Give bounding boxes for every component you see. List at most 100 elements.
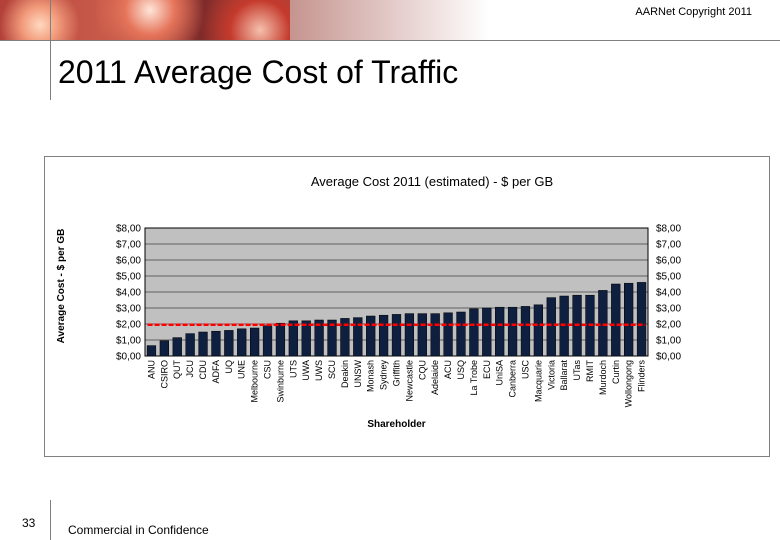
x-tick-label: Melbourne	[250, 360, 260, 403]
x-tick-label: ECU	[482, 360, 492, 379]
x-tick-label: USQ	[456, 360, 466, 380]
x-tick-label: ANU	[146, 360, 156, 379]
x-tick-label: Macquarie	[533, 360, 543, 402]
x-tick-label: UNE	[237, 360, 247, 379]
x-tick-label: UNSW	[353, 359, 363, 387]
bar	[624, 282, 634, 357]
header-vertical-rule	[50, 0, 51, 100]
bar	[469, 308, 479, 357]
bar	[391, 314, 402, 357]
header-divider	[0, 40, 780, 41]
y-axis-right-ticks: $0,00 $1,00 $2,00 $3,00 $4,00 $5,00 $6,00 $7,00…	[656, 224, 681, 363]
y-tick-label-left: $8,00	[116, 224, 141, 235]
y-tick-label-right: $4,00	[656, 288, 681, 299]
x-tick-label: CDU	[198, 360, 208, 380]
bar	[211, 330, 221, 357]
x-tick-label: USC	[520, 360, 530, 380]
x-tick-label: SCU	[327, 360, 337, 379]
y-tick-label-right: $2,00	[656, 320, 681, 331]
header-banner-fade	[290, 0, 490, 40]
y-tick-label-right: $5,00	[656, 272, 681, 283]
bar	[430, 313, 440, 357]
x-tick-label: CSU	[263, 360, 273, 379]
x-tick-label: CQU	[417, 360, 427, 380]
slide-title: 2011 Average Cost of Traffic	[58, 54, 459, 90]
y-tick-label-right: $0,00	[656, 352, 681, 363]
x-tick-label: Deakin	[340, 360, 350, 388]
x-axis-label: Shareholder	[367, 419, 425, 430]
bar	[185, 333, 195, 357]
bar	[507, 306, 518, 357]
header-banner-image	[0, 0, 290, 40]
y-axis-left-ticks: $0,00 $1,00 $2,00 $3,00 $4,00 $5,00 $6,00 $7,00…	[116, 224, 141, 363]
bar	[611, 283, 621, 357]
confidentiality-note: Commercial in Confidence	[68, 523, 209, 537]
bar	[314, 319, 324, 357]
bar	[366, 315, 376, 357]
x-tick-label: Ballarat	[559, 360, 569, 391]
x-tick-label: Murdoch	[598, 360, 608, 395]
y-tick-label-left: $5,00	[116, 272, 141, 283]
x-tick-label: Griffith	[392, 360, 402, 386]
bar	[237, 328, 247, 357]
copyright-text: AARNet Copyright 2011	[635, 6, 752, 18]
y-tick-label-right: $3,00	[656, 304, 681, 315]
x-tick-label: Sydney	[379, 360, 389, 391]
x-tick-label: Canberra	[508, 360, 518, 398]
bar	[172, 337, 182, 357]
x-tick-label: Swinburne	[275, 360, 285, 403]
y-tick-label-left: $7,00	[116, 240, 141, 251]
x-tick-label: UTas	[572, 360, 582, 381]
bar	[546, 297, 556, 357]
bar	[288, 320, 298, 357]
bar	[417, 313, 427, 357]
bar	[275, 322, 286, 357]
bar	[224, 330, 234, 357]
x-tick-label: Adelaide	[430, 360, 440, 395]
y-tick-label-right: $1,00	[656, 336, 681, 347]
bar	[636, 282, 647, 357]
x-tick-label: QUT	[172, 360, 182, 380]
y-tick-label-left: $6,00	[116, 256, 141, 267]
x-tick-label: Wollongong	[624, 360, 634, 407]
y-tick-label-left: $4,00	[116, 288, 141, 299]
bar	[495, 306, 505, 357]
x-tick-label: La Trobe	[469, 360, 479, 396]
x-tick-label: UTS	[288, 360, 298, 378]
x-tick-label: ACU	[443, 360, 453, 379]
bar	[301, 320, 311, 357]
x-tick-label: CSIRO	[159, 360, 169, 389]
bar	[340, 318, 350, 357]
x-axis-tick-labels: ANU CSIRO QUT JCU CDU ADFA UQ UNE Melbourne CSU Sw…	[146, 359, 646, 407]
bar	[404, 313, 415, 357]
bar	[327, 319, 337, 357]
x-tick-label: Newcastle	[404, 360, 414, 402]
x-tick-label: Victoria	[546, 360, 556, 390]
x-tick-label: Flinders	[637, 360, 647, 393]
y-tick-label-left: $0,00	[116, 352, 141, 363]
bar	[533, 304, 544, 357]
bar-chart: Average Cost 2011 (estimated) - $ per GB…	[56, 174, 681, 430]
x-tick-label: UQ	[224, 360, 234, 374]
bar	[353, 317, 363, 357]
bar	[520, 306, 531, 357]
bar	[443, 312, 453, 357]
y-axis-label: Average Cost - $ per GB	[56, 229, 67, 344]
y-tick-label-left: $3,00	[116, 304, 141, 315]
chart-frame: Average Cost 2011 (estimated) - $ per GB…	[44, 156, 770, 457]
y-tick-label-right: $6,00	[656, 256, 681, 267]
chart-title: Average Cost 2011 (estimated) - $ per GB	[311, 174, 553, 189]
bar	[159, 340, 169, 357]
x-tick-label: Monash	[366, 360, 376, 392]
bar	[146, 345, 157, 357]
x-tick-label: Curtin	[611, 360, 621, 384]
x-tick-label: UWS	[314, 360, 324, 381]
y-tick-label-left: $1,00	[116, 336, 141, 347]
bar	[262, 325, 273, 357]
x-tick-label: JCU	[185, 360, 195, 378]
x-tick-label: UniSA	[495, 360, 505, 386]
bar	[598, 290, 608, 357]
bar	[456, 311, 466, 357]
bar	[249, 327, 260, 357]
bar	[482, 307, 492, 357]
